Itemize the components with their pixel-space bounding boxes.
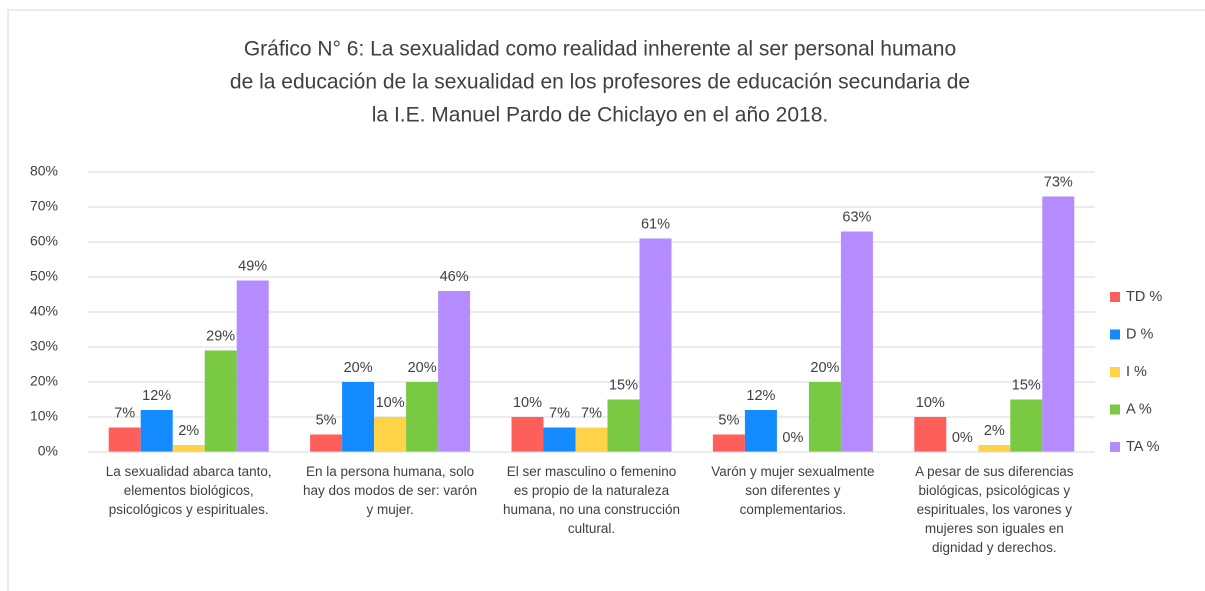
bar bbox=[712, 434, 745, 452]
data-label: 10% bbox=[916, 395, 945, 411]
data-label: 61% bbox=[641, 216, 670, 232]
data-label: 29% bbox=[206, 328, 235, 344]
y-tick-label: 80% bbox=[30, 163, 58, 179]
bar bbox=[140, 410, 173, 452]
legend-label: TD % bbox=[1126, 289, 1162, 305]
bar bbox=[374, 417, 407, 452]
legend-label: A % bbox=[1126, 401, 1152, 417]
data-label: 20% bbox=[344, 360, 373, 376]
data-label: 73% bbox=[1044, 174, 1073, 190]
y-tick-label: 0% bbox=[38, 443, 58, 459]
bar bbox=[607, 399, 640, 452]
data-label: 12% bbox=[746, 388, 775, 404]
bar bbox=[808, 382, 841, 452]
x-tick-label: El ser masculino o femenino es propio de… bbox=[502, 464, 681, 536]
bar bbox=[639, 238, 672, 452]
data-label: 10% bbox=[376, 395, 405, 411]
data-label: 5% bbox=[718, 412, 739, 428]
bar bbox=[342, 382, 375, 452]
frame bbox=[7, 9, 1205, 591]
bar bbox=[744, 410, 777, 452]
bar bbox=[840, 231, 873, 452]
y-tick-label: 40% bbox=[30, 303, 58, 319]
data-label: 10% bbox=[513, 395, 542, 411]
data-label: 7% bbox=[549, 405, 570, 421]
bar bbox=[1042, 196, 1075, 452]
legend-label: TA % bbox=[1126, 439, 1160, 455]
data-label: 0% bbox=[952, 430, 973, 446]
bar bbox=[310, 434, 343, 452]
legend-label: D % bbox=[1126, 326, 1154, 342]
legend-swatch bbox=[1110, 292, 1120, 302]
data-label: 20% bbox=[810, 360, 839, 376]
legend-label: I % bbox=[1126, 364, 1147, 380]
y-tick-label: 30% bbox=[30, 338, 58, 354]
chart-title: Gráfico N° 6: La sexualidad como realida… bbox=[244, 38, 956, 61]
x-tick-label: La sexualidad abarca tanto, elementos bi… bbox=[105, 464, 272, 517]
legend-swatch bbox=[1110, 404, 1120, 415]
legend-swatch bbox=[1110, 442, 1120, 452]
data-label: 12% bbox=[142, 388, 171, 404]
legend-swatch bbox=[1110, 367, 1120, 377]
data-label: 63% bbox=[842, 209, 871, 225]
bar bbox=[108, 427, 141, 452]
data-label: 7% bbox=[581, 405, 602, 421]
bar bbox=[914, 417, 947, 452]
data-label: 46% bbox=[440, 269, 469, 285]
data-label: 2% bbox=[984, 423, 1005, 439]
bar bbox=[172, 445, 205, 452]
y-tick-label: 70% bbox=[30, 198, 58, 214]
legend-swatch bbox=[1110, 329, 1120, 340]
y-tick-label: 50% bbox=[30, 268, 58, 284]
bar bbox=[1010, 399, 1043, 452]
bar bbox=[406, 382, 439, 452]
y-tick-label: 20% bbox=[30, 373, 58, 389]
chart-title: la I.E. Manuel Pardo de Chiclayo en el a… bbox=[372, 104, 828, 127]
bar bbox=[236, 280, 269, 452]
x-tick-label: A pesar de sus diferencias biológicas, p… bbox=[915, 464, 1074, 555]
chart-title: de la educación de la sexualidad en los … bbox=[230, 71, 970, 94]
bar bbox=[543, 427, 576, 452]
bar bbox=[575, 427, 608, 452]
data-label: 7% bbox=[114, 405, 135, 421]
data-label: 2% bbox=[178, 423, 199, 439]
data-label: 20% bbox=[408, 360, 437, 376]
x-tick-label: Varón y mujer sexualmente son diferentes… bbox=[711, 464, 875, 517]
data-label: 15% bbox=[1012, 377, 1041, 393]
data-label: 49% bbox=[238, 258, 267, 274]
data-label: 15% bbox=[609, 377, 638, 393]
bar bbox=[511, 417, 544, 452]
data-label: 5% bbox=[316, 412, 337, 428]
data-label: 0% bbox=[782, 430, 803, 446]
bar bbox=[978, 445, 1011, 452]
y-tick-label: 10% bbox=[30, 408, 58, 424]
y-tick-label: 60% bbox=[30, 233, 58, 249]
x-tick-label: En la persona humana, solo hay dos modos… bbox=[303, 464, 478, 517]
bar bbox=[204, 350, 237, 452]
bar bbox=[438, 291, 471, 452]
